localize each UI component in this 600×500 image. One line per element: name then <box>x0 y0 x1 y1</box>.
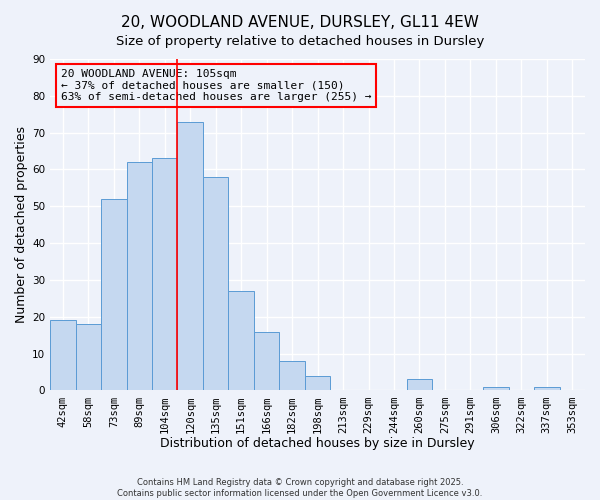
Bar <box>101 199 127 390</box>
Bar <box>76 324 101 390</box>
Bar <box>534 387 560 390</box>
Text: Size of property relative to detached houses in Dursley: Size of property relative to detached ho… <box>116 35 484 48</box>
Bar <box>483 387 509 390</box>
Bar <box>50 320 76 390</box>
Bar <box>178 122 203 390</box>
Bar <box>203 177 229 390</box>
Text: 20, WOODLAND AVENUE, DURSLEY, GL11 4EW: 20, WOODLAND AVENUE, DURSLEY, GL11 4EW <box>121 15 479 30</box>
Bar <box>305 376 331 390</box>
Text: 20 WOODLAND AVENUE: 105sqm
← 37% of detached houses are smaller (150)
63% of sem: 20 WOODLAND AVENUE: 105sqm ← 37% of deta… <box>61 69 371 102</box>
Text: Contains HM Land Registry data © Crown copyright and database right 2025.
Contai: Contains HM Land Registry data © Crown c… <box>118 478 482 498</box>
Bar <box>152 158 178 390</box>
Bar <box>254 332 280 390</box>
Y-axis label: Number of detached properties: Number of detached properties <box>15 126 28 323</box>
Bar <box>229 291 254 390</box>
Bar <box>280 361 305 390</box>
X-axis label: Distribution of detached houses by size in Dursley: Distribution of detached houses by size … <box>160 437 475 450</box>
Bar <box>127 162 152 390</box>
Bar <box>407 380 432 390</box>
